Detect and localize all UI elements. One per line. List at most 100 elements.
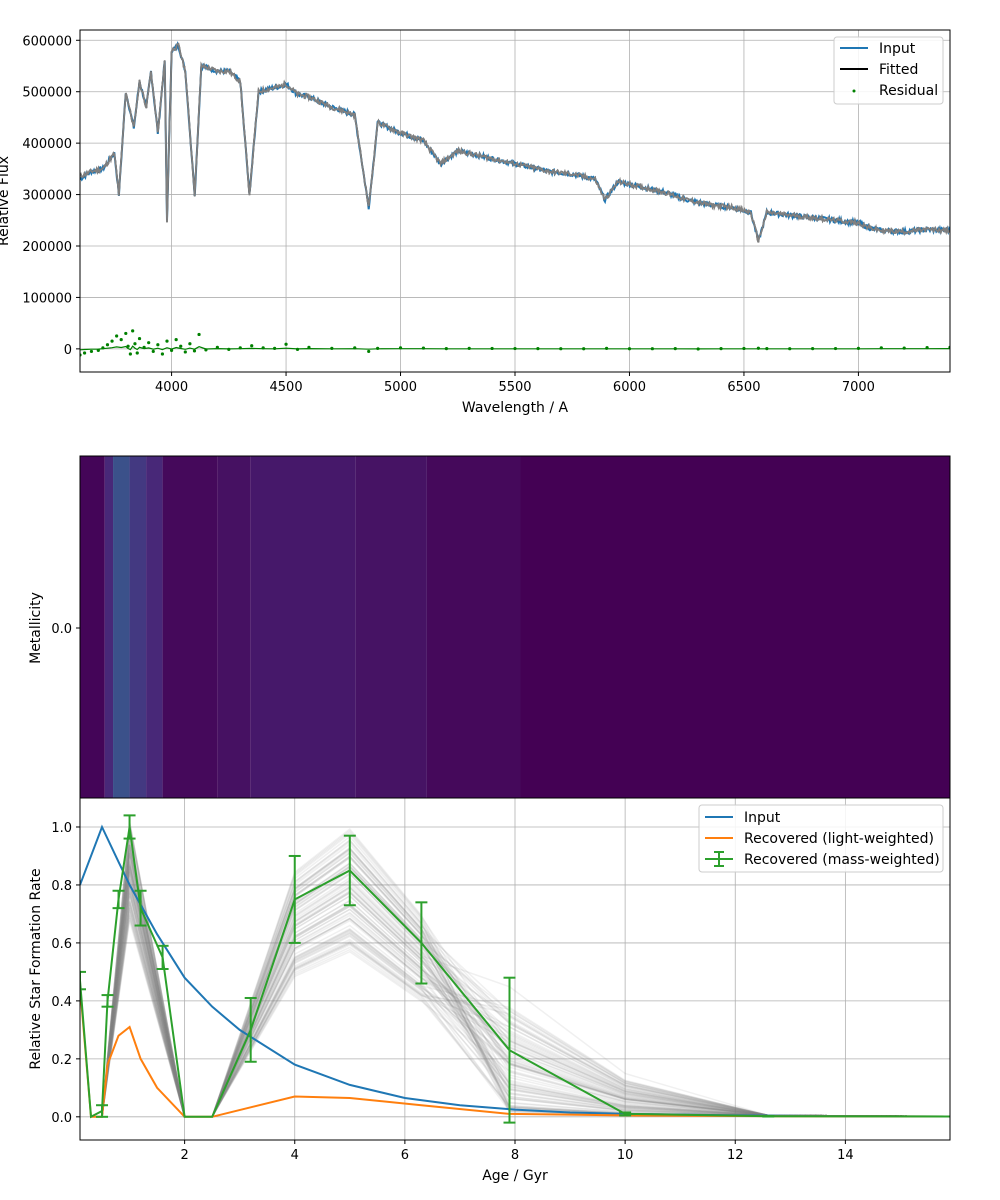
legend-mass-weighted-label: Recovered (mass-weighted) <box>744 852 940 868</box>
residual-point <box>376 346 380 350</box>
residual-point <box>650 347 654 351</box>
sfh-legend-box <box>698 804 944 873</box>
residual-point <box>673 347 677 351</box>
heatmap-cell <box>129 456 147 798</box>
sfh-y-tick-label: 0.2 <box>51 1053 72 1068</box>
residual-point <box>131 329 135 333</box>
residual-point <box>126 344 130 348</box>
legend-residual-swatch <box>852 89 856 93</box>
posterior-sample-line <box>101 875 950 1118</box>
legend-residual-label: Residual <box>879 83 938 99</box>
sfh-x-tick-label: 12 <box>727 1148 744 1163</box>
posterior-sample-line <box>101 867 950 1118</box>
residual-point <box>174 338 178 342</box>
posterior-sample-line <box>101 862 950 1118</box>
residual-point <box>215 345 219 349</box>
residual-point <box>183 350 187 354</box>
heatmap-cell <box>146 456 163 798</box>
residual-point <box>444 347 448 351</box>
legend-input-label: Input <box>879 41 916 57</box>
residual-point <box>133 342 137 346</box>
residual-point <box>330 346 334 350</box>
spectrum-x-label: Wavelength / A <box>462 400 569 416</box>
residual-point <box>879 346 883 350</box>
posterior-sample-line <box>101 860 950 1118</box>
posterior-sample-line <box>101 826 950 1118</box>
residual-point <box>165 339 169 343</box>
heatmap-cell <box>162 456 218 798</box>
posterior-sample-line <box>101 827 950 1118</box>
residual-point <box>124 331 128 336</box>
spectrum-x-tick-label: 4000 <box>155 380 188 395</box>
residual-point <box>119 338 123 342</box>
posterior-sample-line <box>101 864 950 1118</box>
spectrum-legend: Input Fitted Residual <box>833 36 944 105</box>
residual-point <box>421 346 426 350</box>
series-fitted-overplot-line <box>80 42 950 243</box>
posterior-sample-line <box>101 844 950 1118</box>
sfh-y-tick-label: 0.0 <box>51 1111 72 1126</box>
spectrum-y-label: Relative Flux <box>0 156 12 246</box>
residual-point <box>856 346 861 350</box>
series-residual-points <box>80 329 950 357</box>
residual-point <box>273 346 277 350</box>
posterior-sample-line <box>101 871 950 1118</box>
residual-point <box>160 352 165 356</box>
spectrum-x-tick-label: 4500 <box>270 380 303 395</box>
residual-point <box>137 336 142 341</box>
sfh-x-tick-label: 10 <box>617 1148 634 1163</box>
posterior-sample-line <box>101 821 950 1118</box>
spectrum-y-tick-label: 400000 <box>22 137 72 152</box>
spectrum-panel: 4000 4500 5000 5500 6000 6500 7000 0 100000 2000… <box>0 29 951 416</box>
sfh-legend: Input Recovered (light-weighted) Recover… <box>698 804 944 873</box>
residual-point <box>582 347 586 351</box>
posterior-sample-line <box>101 889 950 1118</box>
residual-point <box>192 349 197 353</box>
metallicity-panel: 0.0 Metallicity <box>28 455 951 799</box>
residual-point <box>142 345 146 349</box>
residual-point <box>398 346 403 350</box>
posterior-sample-line <box>101 852 950 1118</box>
residual-point <box>788 347 792 351</box>
residual-point <box>756 346 760 350</box>
residual-point <box>204 348 208 352</box>
sfh-y-tick-label: 1.0 <box>51 821 72 836</box>
residual-point <box>765 347 769 351</box>
residual-point <box>96 348 100 352</box>
sfh-x-label: Age / Gyr <box>482 1168 548 1184</box>
heatmap-cell <box>113 456 130 798</box>
spectrum-y-tick-label: 600000 <box>22 34 72 49</box>
residual-point <box>179 344 183 348</box>
metallicity-heatmap-cells <box>80 456 950 798</box>
residual-point <box>197 332 201 337</box>
residual-point <box>295 347 300 351</box>
heatmap-cell <box>355 456 427 798</box>
residual-point <box>89 349 94 354</box>
posterior-sample-line <box>101 920 950 1118</box>
posterior-sample-line <box>101 823 950 1118</box>
series-mass-weighted-errorbars <box>80 814 775 1124</box>
posterior-sample-line <box>101 880 950 1118</box>
sfh-x-tick-label: 2 <box>180 1148 188 1163</box>
residual-point <box>353 346 357 350</box>
residual-point <box>261 346 265 350</box>
posterior-sample-line <box>101 852 950 1118</box>
sfh-panel: 2 4 6 8 10 12 14 0.00.20.40.60.81.0 Age / Gyr … <box>28 797 951 1184</box>
spectrum-y-tick-label: 200000 <box>22 240 72 255</box>
posterior-sample-line <box>101 855 950 1118</box>
residual-point <box>151 349 155 354</box>
series-mass-weighted-line <box>80 826 950 1119</box>
residual-point <box>513 346 517 351</box>
sfh-y-tick-label: 0.4 <box>51 995 72 1010</box>
legend-sfh-input-label: Input <box>744 810 781 826</box>
residual-point <box>156 343 160 347</box>
residual-point <box>250 344 254 348</box>
heatmap-cell <box>250 456 356 798</box>
residual-point <box>284 342 288 346</box>
legend-light-weighted-label: Recovered (light-weighted) <box>744 831 934 847</box>
residual-point <box>110 339 114 343</box>
residual-point <box>696 347 700 351</box>
posterior-sample-line <box>101 863 950 1118</box>
residual-point <box>147 341 151 345</box>
heatmap-cell <box>426 456 521 798</box>
